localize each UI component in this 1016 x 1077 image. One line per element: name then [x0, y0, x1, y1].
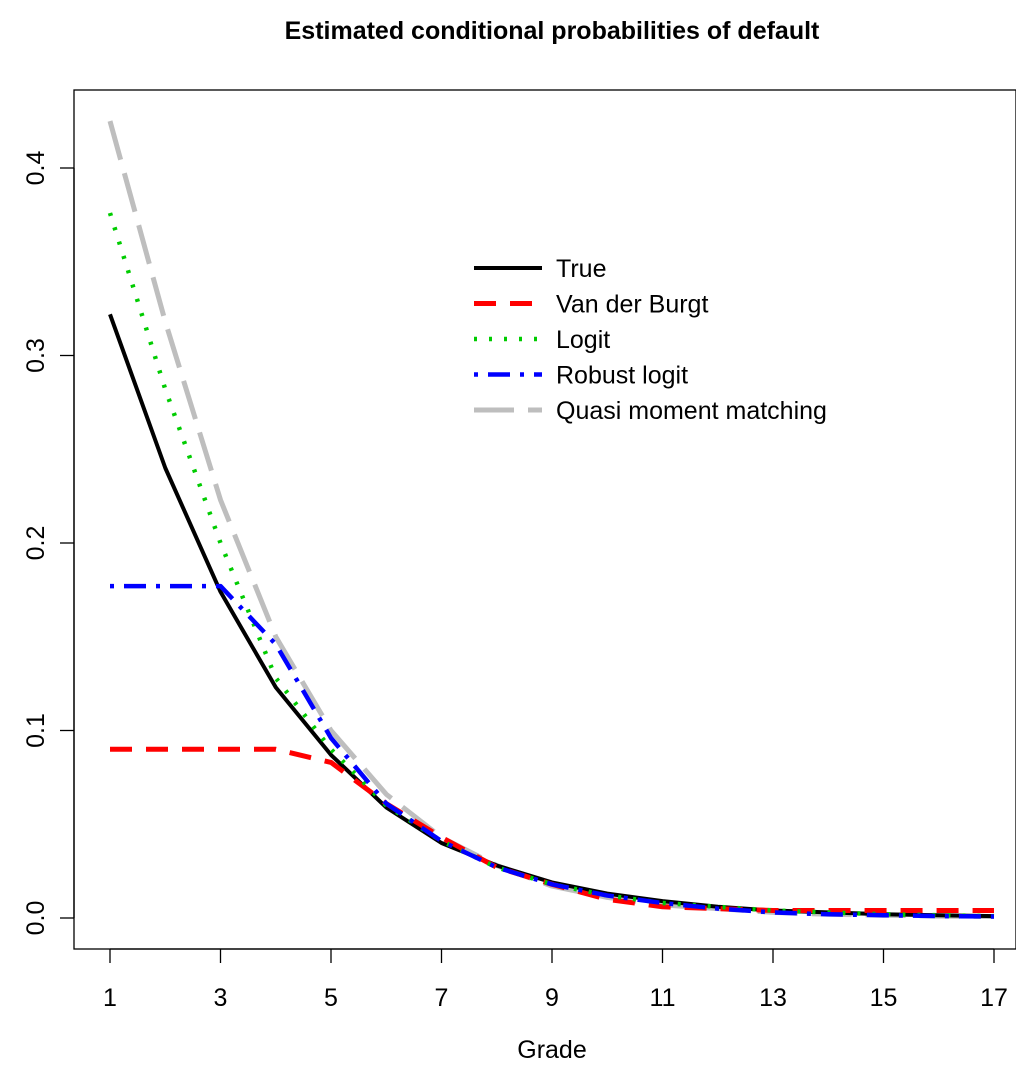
y-tick-label: 0.2: [22, 526, 50, 561]
y-tick-label: 0.3: [22, 338, 50, 373]
legend-label: Logit: [556, 326, 610, 354]
legend-label: True: [556, 255, 606, 283]
y-tick-label: 0.1: [22, 713, 50, 748]
x-tick-label: 7: [435, 984, 449, 1012]
x-axis: 1 3 5 7 9 11 13 15 17: [103, 948, 1008, 1012]
legend-label: Quasi moment matching: [556, 397, 827, 425]
y-axis: 0.0 0.1 0.2 0.3 0.4: [22, 151, 75, 936]
x-axis-label: Grade: [517, 1036, 586, 1064]
legend: True Van der Burgt Logit Robust logit Quasi …: [474, 255, 827, 425]
series-line-quasi-moment-matching: [107, 120, 995, 919]
x-tick-label: 3: [214, 984, 228, 1012]
series-line-logit: [107, 212, 995, 919]
plot-area: [107, 120, 995, 919]
legend-label: Robust logit: [556, 362, 688, 390]
x-tick-label: 13: [759, 984, 787, 1012]
x-tick-label: 15: [870, 984, 898, 1012]
plot-frame: [73, 89, 1016, 950]
y-tick-label: 0.0: [22, 901, 50, 936]
y-tick-label: 0.4: [22, 151, 50, 186]
x-tick-label: 17: [980, 984, 1008, 1012]
series-line-true: [108, 313, 995, 919]
legend-label: Van der Burgt: [556, 291, 708, 319]
x-tick-label: 9: [545, 984, 559, 1012]
x-tick-label: 1: [103, 984, 117, 1012]
x-tick-label: 5: [324, 984, 338, 1012]
series-line-robust-logit: [110, 583, 995, 919]
x-tick-label: 11: [650, 984, 676, 1012]
chart-title: Estimated conditional probabilities of d…: [285, 17, 820, 45]
